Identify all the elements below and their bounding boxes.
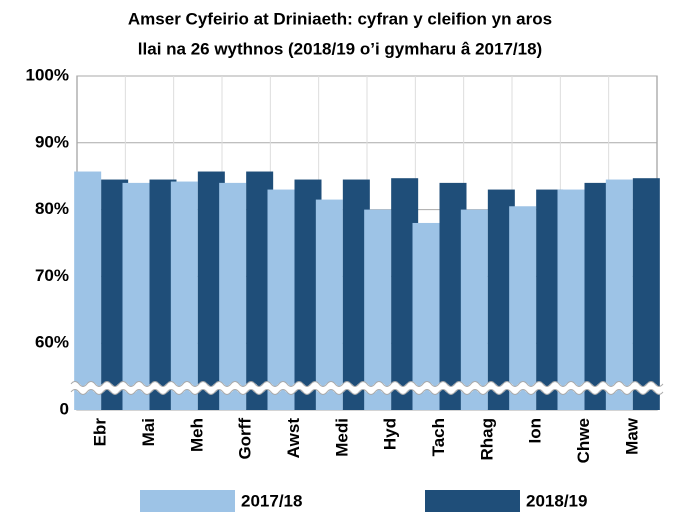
x-tick-label: Meh bbox=[187, 418, 206, 452]
bar bbox=[412, 222, 440, 410]
bar bbox=[122, 182, 150, 410]
x-tick-label: Awst bbox=[284, 418, 303, 459]
x-tick-label: Tach bbox=[429, 418, 448, 456]
y-tick-label: 0 bbox=[60, 399, 69, 418]
y-tick-label: 70% bbox=[35, 266, 69, 285]
x-tick-label: Medi bbox=[332, 418, 351, 457]
x-tick-label: Hyd bbox=[381, 418, 400, 450]
chart-title: Amser Cyfeirio at Driniaeth: cyfran y cl… bbox=[128, 9, 552, 28]
x-tick-label: Mai bbox=[139, 418, 158, 446]
bar bbox=[509, 206, 537, 410]
legend-swatch bbox=[140, 490, 235, 512]
y-tick-label: 90% bbox=[35, 132, 69, 151]
bar bbox=[632, 178, 660, 410]
bar bbox=[460, 209, 488, 410]
y-tick-label: 60% bbox=[35, 333, 69, 352]
x-tick-label: Ebr bbox=[91, 418, 110, 447]
x-tick-label: Gorff bbox=[236, 418, 255, 460]
bar bbox=[219, 182, 247, 410]
legend-label: 2018/19 bbox=[526, 491, 587, 510]
legend-swatch bbox=[425, 490, 520, 512]
axis-break-edge bbox=[70, 380, 664, 387]
x-tick-label: Chwe bbox=[574, 418, 593, 463]
x-tick-label: Maw bbox=[622, 417, 641, 455]
bar bbox=[267, 189, 295, 410]
bar bbox=[74, 171, 102, 410]
y-tick-label: 80% bbox=[35, 199, 69, 218]
bar bbox=[557, 189, 585, 410]
bar bbox=[315, 199, 343, 410]
bar bbox=[605, 179, 633, 410]
legend-label: 2017/18 bbox=[241, 491, 302, 510]
x-tick-label: Ion bbox=[526, 418, 545, 444]
chart-title: llai na 26 wythnos (2018/19 o’i gymharu … bbox=[138, 39, 542, 58]
bar bbox=[364, 209, 392, 410]
axis-break bbox=[68, 381, 666, 394]
y-tick-label: 100% bbox=[26, 65, 69, 84]
x-tick-label: Rhag bbox=[477, 418, 496, 461]
axis-break-edge bbox=[70, 388, 664, 395]
bar bbox=[170, 181, 198, 410]
